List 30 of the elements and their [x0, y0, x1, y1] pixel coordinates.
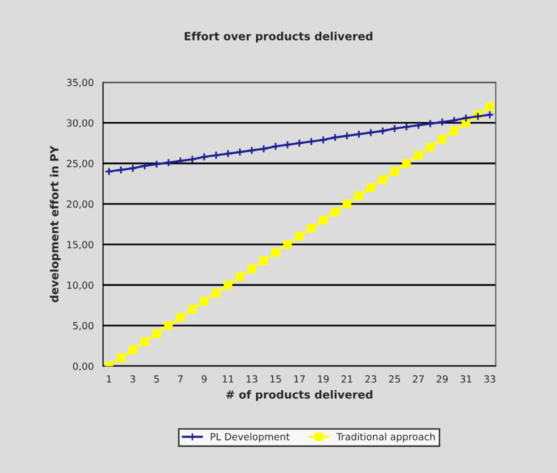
y-tick-label: 25,00 — [66, 160, 94, 168]
x-tick-label: 17 — [294, 375, 305, 383]
x-tick-label: 21 — [342, 375, 352, 383]
y-tick-label: 35,00 — [66, 78, 94, 88]
y-tick-label: 5,00 — [73, 322, 94, 330]
x-tick-label: 27 — [412, 375, 424, 383]
y-tick-label: 0,00 — [73, 362, 94, 371]
y-tick-label: 20,00 — [66, 200, 94, 209]
x-axis-title: # of products delivered — [226, 390, 372, 401]
x-tick-label: 29 — [436, 375, 448, 383]
y-axis-title: development effort in PY — [50, 146, 61, 302]
x-tick-label: 3 — [130, 375, 136, 383]
x-tick-label: 11 — [222, 375, 234, 383]
x-tick-label: 23 — [365, 375, 376, 383]
y-tick-label: 30,00 — [66, 119, 94, 128]
y-tick-label: 10,00 — [67, 281, 94, 290]
x-tick-label: 15 — [270, 375, 281, 383]
x-tick-label: 13 — [246, 375, 258, 383]
x-tick-label: 31 — [460, 375, 472, 383]
x-tick-label: 25 — [389, 375, 400, 383]
y-tick-label: 15,00 — [67, 240, 94, 250]
x-tick-label: 33 — [484, 375, 496, 383]
x-tick-label: 5 — [154, 375, 159, 383]
x-tick-label: 7 — [178, 375, 183, 383]
legend-label: Traditional approach — [336, 432, 435, 442]
x-tick-label: 1 — [106, 375, 112, 383]
chart-title: Effort over products delivered — [184, 32, 372, 43]
x-tick-label: 9 — [202, 375, 207, 383]
x-tick-label: 19 — [318, 375, 329, 383]
legend-label: PL Development — [210, 432, 290, 442]
